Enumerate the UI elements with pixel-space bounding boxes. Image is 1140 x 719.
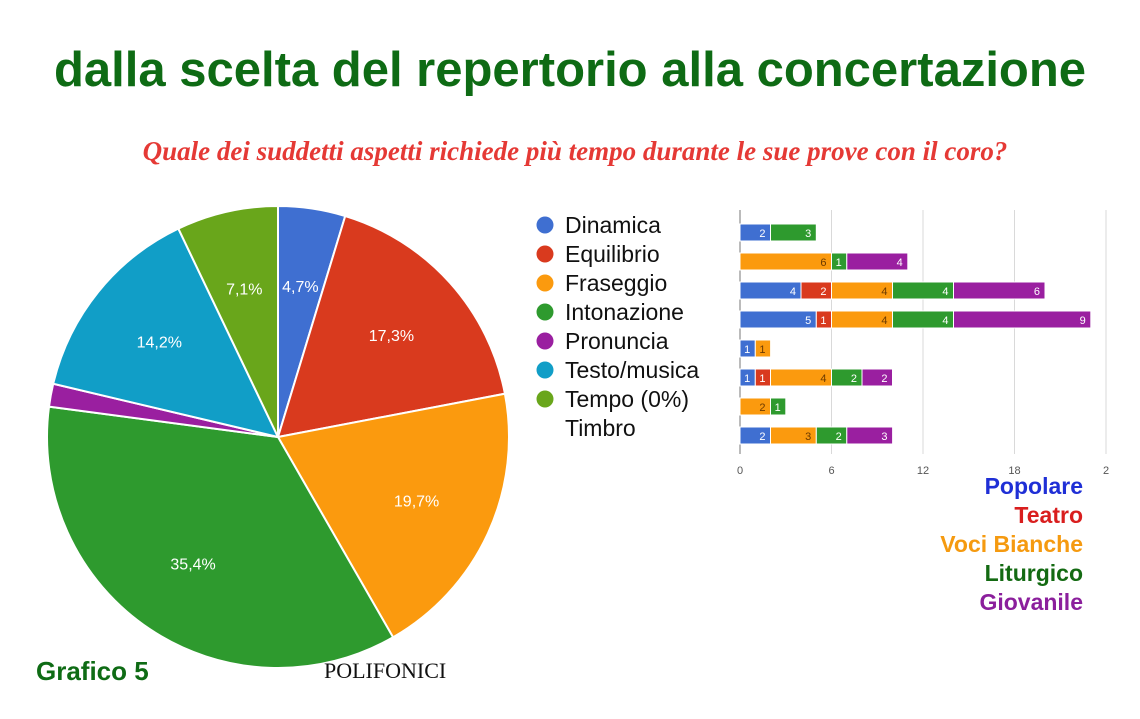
- series-legend-item: Voci Bianche: [940, 531, 1083, 557]
- legend-label: Fraseggio: [565, 270, 667, 296]
- bar-value-label: 4: [881, 315, 887, 327]
- pie-slice-label: 19,7%: [394, 494, 439, 511]
- pie-slice-label: 7,1%: [226, 281, 262, 298]
- pie-legend: Dinamica Equilibrio Fraseggio Intonazione Pr…: [536, 212, 699, 441]
- pie-slice-testo-musica: [52, 227, 280, 439]
- bar-value-label: 2: [759, 402, 765, 414]
- bar-value-label: 1: [759, 344, 765, 356]
- page-title: dalla scelta del repertorio alla concert…: [53, 43, 1087, 97]
- bar-value-label: 2: [836, 431, 842, 443]
- bar-segment: [846, 252, 909, 271]
- bar-value-label: 1: [744, 373, 750, 385]
- legend-label: Tempo (0%): [565, 386, 689, 412]
- legend-label: Timbro: [565, 415, 636, 441]
- bar-segment: [754, 339, 772, 358]
- legend-swatch: [536, 361, 554, 379]
- pie-slice-label: 17,3%: [369, 328, 414, 345]
- bar-value-label: 3: [881, 431, 887, 443]
- bar-segment: [770, 397, 787, 416]
- x-tick-label: 18: [1008, 465, 1020, 477]
- bar-segment: [800, 281, 832, 300]
- bar-segment: [953, 281, 1046, 300]
- bar-value-label: 1: [759, 373, 765, 385]
- group-label: POLIFONICI: [324, 658, 447, 683]
- x-tick-label: 6: [828, 465, 834, 477]
- bar-value-label: 3: [805, 431, 811, 443]
- bar-value-label: 4: [942, 286, 948, 298]
- bar-value-label: 6: [1034, 286, 1040, 298]
- bar-value-label: 4: [881, 286, 887, 298]
- bar-value-label: 4: [942, 315, 948, 327]
- bar-segment: [953, 310, 1092, 329]
- chart-question: Quale dei suddetti aspetti richiede più …: [142, 136, 1008, 166]
- bar-segment: [770, 223, 817, 242]
- bar-value-label: 3: [805, 228, 811, 240]
- bar-segment: [846, 426, 894, 445]
- bar-value-label: 4: [820, 373, 826, 385]
- legend-label: Testo/musica: [565, 357, 699, 383]
- x-tick-label: 0: [737, 465, 743, 477]
- legend-swatch: [536, 216, 554, 234]
- bar-segment: [739, 252, 832, 271]
- bar-value-label: 4: [897, 257, 903, 269]
- series-legend-item: Popolare: [984, 473, 1083, 499]
- bar-value-label: 5: [805, 315, 811, 327]
- pie-slice-label: 35,4%: [170, 557, 215, 574]
- series-legend-item: Teatro: [1014, 502, 1083, 528]
- series-legend-item: Giovanile: [979, 589, 1083, 615]
- bar-value-label: 2: [820, 286, 826, 298]
- bar-value-label: 2: [881, 373, 887, 385]
- legend-label: Equilibrio: [565, 241, 660, 267]
- stacked-bar-chart: 0 6 12 18 22 36 1 44 2 4 4 65 1 4 4 91 11 1 4 2 22 12 3 2 3: [737, 210, 1109, 477]
- bar-segment: [861, 368, 893, 387]
- graph-number: Grafico 5: [36, 656, 149, 686]
- bar-segment: [739, 223, 771, 242]
- bar-value-label: 9: [1080, 315, 1086, 327]
- pie-chart: 4,7% 17,3% 19,7% 35,4% 14,2% 7,1%: [46, 204, 510, 669]
- pie-slice-intonazione: [46, 405, 395, 669]
- legend-swatch: [536, 303, 554, 321]
- bar-value-label: 1: [775, 402, 781, 414]
- pie-slice-label: 4,7%: [282, 279, 318, 296]
- bar-value-label: 4: [790, 286, 796, 298]
- legend-swatch: [536, 274, 554, 292]
- legend-swatch: [536, 245, 554, 263]
- bar-segment: [739, 426, 771, 445]
- series-legend: Popolare Teatro Voci Bianche Liturgico Giova…: [940, 472, 1083, 617]
- pie-slice-label: 14,2%: [137, 334, 182, 351]
- legend-label: Pronuncia: [565, 328, 669, 354]
- pie-slice-timbro: [176, 204, 279, 438]
- bar-segment: [831, 368, 863, 387]
- bar-value-label: 6: [820, 257, 826, 269]
- bar-value-label: 1: [820, 315, 826, 327]
- bar-value-label: 2: [759, 228, 765, 240]
- bar-value-label: 1: [744, 344, 750, 356]
- legend-label: Dinamica: [565, 212, 661, 238]
- bar-segment: [739, 397, 771, 416]
- legend-label: Intonazione: [565, 299, 684, 325]
- series-legend-item: Liturgico: [984, 560, 1083, 586]
- x-tick-label: 2: [1103, 465, 1109, 477]
- bar-segment: [815, 426, 848, 445]
- pie-slice-equilibrio: [276, 214, 507, 439]
- pie-slice-fraseggio: [276, 392, 510, 639]
- bar-value-label: 2: [759, 431, 765, 443]
- bar-value-label: 1: [836, 257, 842, 269]
- bar-value-label: 2: [851, 373, 857, 385]
- x-tick-label: 12: [917, 465, 929, 477]
- legend-swatch: [536, 332, 554, 350]
- legend-swatch: [536, 390, 554, 408]
